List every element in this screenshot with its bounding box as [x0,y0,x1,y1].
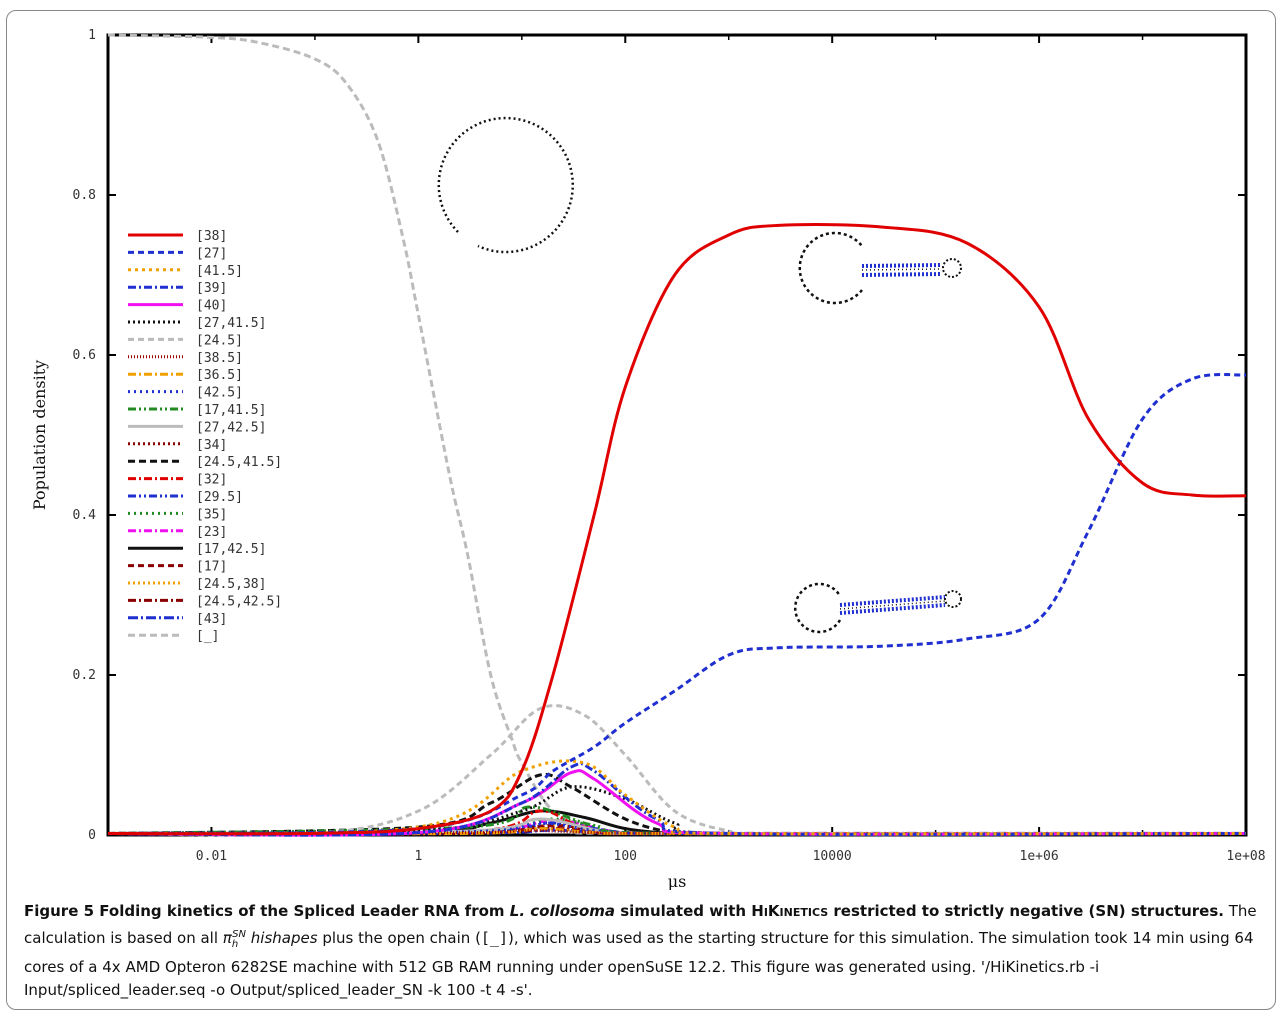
legend: [38] [27] [41.5] [39] [40] [27,41.5] [24.5] [38… [128,229,282,644]
series-line-3 [107,762,1247,837]
series-line-0 [107,223,1247,836]
series-line-9 [107,821,1247,836]
legend-label-0: [38] [196,229,227,244]
legend-label-12: [34] [196,438,227,453]
legend-label-1: [27] [196,246,227,261]
series-line-2 [107,759,1247,836]
legend-label-4: [40] [196,299,227,314]
figure-label: Figure 5 [24,902,95,920]
x-tick-label: 0.01 [196,849,227,864]
caption-tool: HiKinetics [751,902,829,920]
y-tick-label: 0.6 [73,348,96,363]
open-chain-structure-diagram [437,116,575,254]
x-tick-label: 1 [414,849,422,864]
caption-hishapes: hishapes [250,929,318,947]
kinetics-chart: 0 0.2 0.4 0.6 0.8 1 0.01 1 100 10000 1e+06 1e+08 [3… [30,28,1266,890]
y-tick-label: 0 [88,828,96,843]
caption-math-pi: π [222,929,232,947]
y-tick-label: 0.8 [73,188,96,203]
x-axis-label: μs [668,872,687,890]
series-line-23 [107,33,1247,836]
caption-species: L. collosoma [509,902,616,920]
caption-text-2: plus the open chain ( [322,929,481,947]
structure-27-diagram [794,582,962,634]
figure-frame [6,10,1276,1010]
legend-label-20: [24.5,38] [196,577,266,592]
series-line-5 [107,785,1247,836]
legend-label-18: [17,42.5] [196,542,266,557]
x-tick-label: 100 [614,849,637,864]
structure-diagrams [437,116,962,634]
legend-label-15: [29.5] [196,490,243,505]
series-line-4 [107,769,1247,837]
caption-math-sup: SN [232,929,246,940]
legend-label-2: [41.5] [196,264,243,279]
structure-38-diagram [798,231,962,305]
legend-label-22: [43] [196,612,227,627]
legend-label-21: [24.5,42.5] [196,594,282,609]
y-tick-label: 0.4 [73,508,97,523]
caption-title-3: restricted to strictly negative (SN) str… [833,902,1224,920]
legend-label-6: [24.5] [196,333,243,348]
legend-label-10: [17,41.5] [196,403,266,418]
legend-label-5: [27,41.5] [196,316,266,331]
y-tick-label: 0.2 [73,668,96,683]
legend-label-11: [27,42.5] [196,420,266,435]
y-axis-label: Population density [30,360,49,510]
series-line-1 [107,373,1247,835]
legend-label-9: [42.5] [196,386,243,401]
x-tick-label: 1e+06 [1020,849,1059,864]
figure-caption: Figure 5 Folding kinetics of the Spliced… [24,900,1264,1002]
caption-text-3: ), which was used as the starting struct… [24,929,1254,999]
caption-text-1: The calculation is based on all [24,902,1257,947]
caption-title-1: Folding kinetics of the Spliced Leader R… [99,902,505,920]
series-line-6 [107,704,1247,837]
caption-math-sub: h [231,939,239,950]
legend-label-13: [24.5,41.5] [196,455,282,470]
legend-label-23: [_] [196,629,219,644]
legend-label-7: [38.5] [196,351,243,366]
legend-label-16: [35] [196,507,227,522]
caption-open-chain: [_] [480,929,509,947]
y-tick-label: 1 [88,28,96,43]
plot-area-frame [106,33,1248,837]
legend-label-8: [36.5] [196,368,243,383]
x-tick-label: 10000 [813,849,852,864]
caption-title-2: simulated with [620,902,747,920]
legend-label-17: [23] [196,525,227,540]
legend-label-3: [39] [196,281,227,296]
legend-label-14: [32] [196,473,227,488]
x-tick-label: 1e+08 [1226,849,1265,864]
legend-label-19: [17] [196,560,227,575]
